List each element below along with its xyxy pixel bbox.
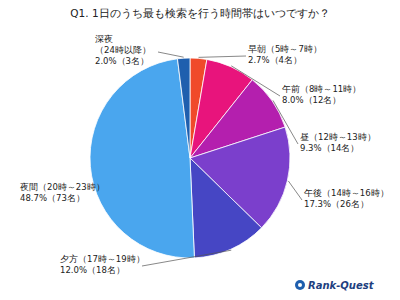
logo-icon [295,280,305,290]
leader-line [158,52,184,57]
annotation: Rank-Quest [308,280,375,291]
value-label: 2.0%（3名） [95,56,149,66]
leader-line [273,100,298,144]
value-label: 17.3%（26名） [304,199,369,209]
category-label: 午前（8時～11時） [282,84,361,94]
value-label: 2.7%（4名） [248,55,302,65]
category-label: 早朝（5時～7時） [248,44,322,54]
category-label: 夜間（20時～23時） [20,182,105,192]
value-label: 48.7%（73名） [20,193,85,203]
leader-line [231,66,280,96]
category-label: 午後（14時～16時） [304,188,389,198]
chart: Q1. 1日のうち最も検索を行う時間帯はいつですか？ 早朝（5時～7時）2.7%（… [0,0,400,300]
slice [177,58,190,158]
value-label: 12.0%（18名） [60,265,125,275]
category-label: 夕方（17時～19時） [60,254,145,264]
leader-line [288,181,302,200]
slice [90,59,194,258]
value-label: 9.3%（14名） [300,143,359,153]
leader-line [142,250,231,266]
category-label: 昼（12時～13時） [300,132,376,142]
logo-icon-center [298,283,302,287]
slice [190,158,262,258]
data-labels: 早朝（5時～7時）2.7%（4名） 午前（8時～11時）8.0%（12名） 昼（12… [20,34,389,275]
title: Q1. 1日のうち最も検索を行う時間帯はいつですか？ [70,7,329,20]
pie [90,58,290,258]
leader-line [199,56,246,57]
category-label: 深夜（24時以降） [95,34,151,55]
logo: Rank-Quest [295,280,375,291]
value-label: 8.0%（12名） [282,95,341,105]
